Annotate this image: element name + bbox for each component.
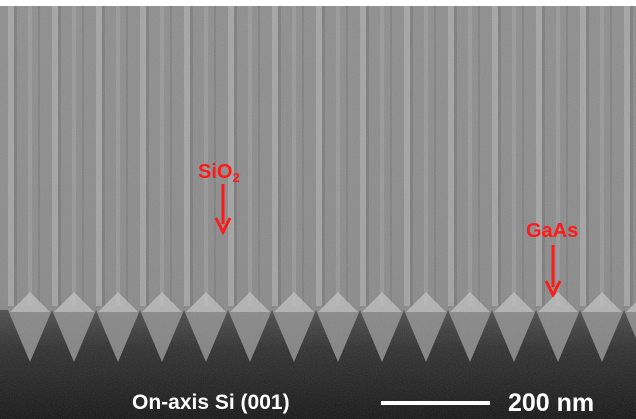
scale-bar-label: 200 nm [508, 389, 595, 417]
scale-bar [381, 401, 490, 405]
sio2-arrow [214, 184, 232, 236]
sio2-label: SiO2 [198, 161, 240, 185]
substrate-caption: On-axis Si (001) [132, 391, 290, 414]
gaas-label: GaAs [526, 220, 579, 242]
gaas-arrow [544, 245, 562, 297]
